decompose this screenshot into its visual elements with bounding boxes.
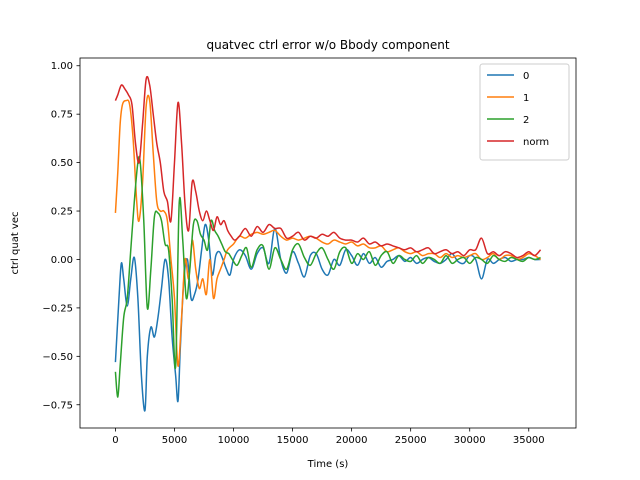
y-axis: −0.75 −0.50 −0.25 0.00 0.25 0.50 0.75 1.00	[42, 61, 80, 411]
y-tick-label: −0.25	[42, 303, 73, 314]
legend-label: 0	[523, 71, 529, 82]
y-tick-label: −0.75	[42, 400, 73, 411]
x-tick-label: 10000	[218, 435, 250, 446]
series-layer	[114, 75, 542, 412]
x-tick-label: 35000	[513, 435, 545, 446]
plot-frame	[79, 57, 577, 429]
legend-box	[479, 63, 570, 161]
y-tick-label: 0.00	[51, 255, 73, 266]
x-tick-label: 30000	[454, 435, 486, 446]
x-tick-label: 15000	[277, 435, 309, 446]
y-tick-label: 0.50	[51, 158, 73, 169]
legend-label: 2	[523, 115, 529, 126]
legend-label: 1	[523, 93, 529, 104]
x-tick-label: 5000	[162, 435, 187, 446]
x-tick-label: 25000	[395, 435, 427, 446]
series-line-norm	[114, 75, 542, 259]
legend-label: norm	[523, 137, 549, 148]
x-tick-label: 20000	[336, 435, 368, 446]
y-axis-label: ctrl quat vec	[10, 212, 21, 275]
legend: 0 1 2 norm	[479, 63, 570, 161]
chart-title: quatvec ctrl error w/o Bbody component	[206, 38, 449, 52]
y-tick-label: 0.25	[51, 207, 73, 218]
y-tick-label: −0.50	[42, 352, 73, 363]
series-line-1	[114, 94, 541, 367]
x-tick-label: 0	[112, 435, 118, 446]
x-axis-label: Time (s)	[307, 459, 349, 470]
series-line-2	[114, 155, 541, 398]
x-axis: 0 5000 10000 15000 20000 25000 30000 35000	[112, 428, 545, 446]
y-tick-label: 1.00	[51, 61, 73, 72]
y-tick-label: 0.75	[51, 110, 73, 121]
